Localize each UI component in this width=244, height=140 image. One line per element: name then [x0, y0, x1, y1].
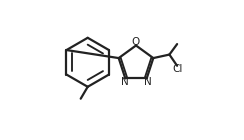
Text: Cl: Cl — [172, 64, 183, 74]
Text: O: O — [132, 37, 140, 47]
Text: N: N — [121, 77, 128, 87]
Text: N: N — [144, 77, 152, 87]
